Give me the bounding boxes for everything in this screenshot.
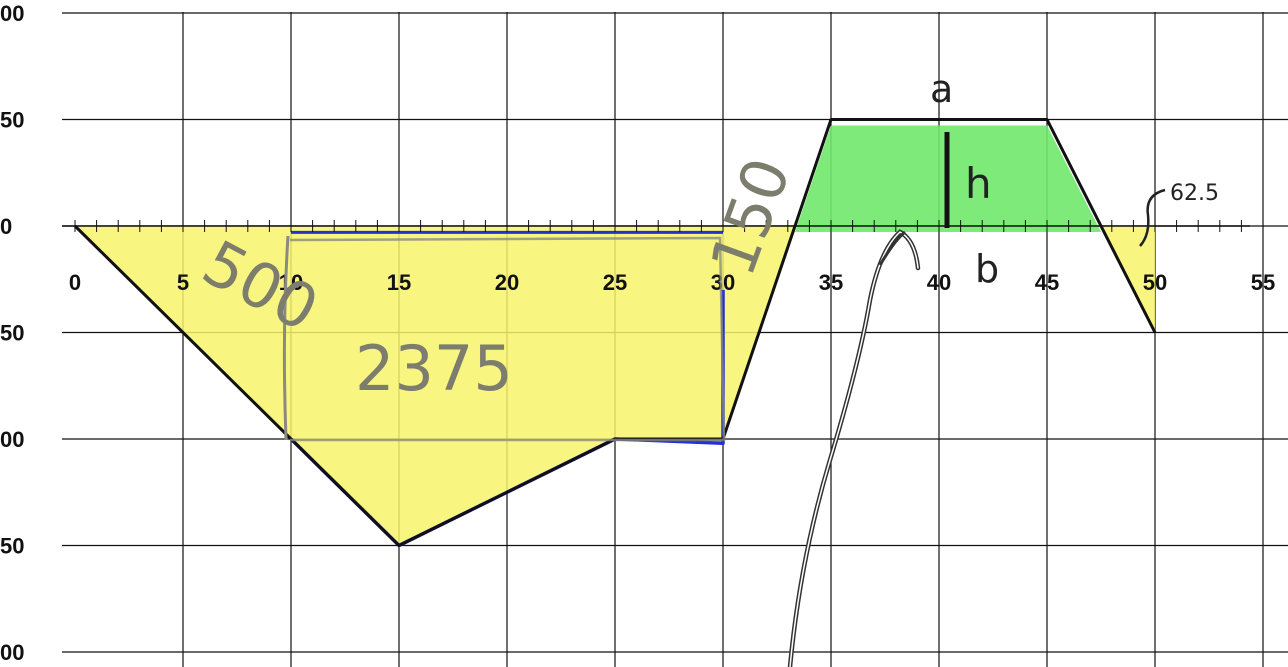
- trapezoid-label-h: h: [965, 159, 992, 208]
- trapezoid-label-b: b: [975, 247, 999, 291]
- pointer-stroke-outer: [790, 232, 918, 667]
- pointer-stroke-inner: [790, 232, 918, 667]
- y-tick-label-50: 50: [0, 108, 24, 133]
- x-tick-label-5: 5: [177, 270, 189, 295]
- y-tick-label--150: 50: [0, 534, 24, 559]
- area-label-main: 2375: [355, 332, 513, 405]
- y-tick-label--100: 00: [0, 427, 24, 452]
- x-tick-label-15: 15: [387, 270, 411, 295]
- y-tick-label--50: 50: [0, 321, 24, 346]
- area-label-right: 62.5: [1170, 181, 1219, 206]
- x-tick-label-0: 0: [69, 270, 81, 295]
- x-tick-label-50: 50: [1143, 270, 1167, 295]
- trapezoid-label-a: a: [930, 67, 953, 111]
- x-tick-label-40: 40: [927, 270, 951, 295]
- area-label-small: 150: [696, 149, 805, 285]
- x-tick-label-25: 25: [603, 270, 627, 295]
- x-tick-label-45: 45: [1035, 270, 1059, 295]
- y-tick-label--200: 00: [0, 640, 24, 665]
- y-tick-label-0: 0: [0, 214, 12, 239]
- y-tick-label-100: 00: [0, 1, 24, 26]
- x-tick-label-20: 20: [495, 270, 519, 295]
- x-tick-label-35: 35: [819, 270, 843, 295]
- x-tick-label-55: 55: [1251, 270, 1275, 295]
